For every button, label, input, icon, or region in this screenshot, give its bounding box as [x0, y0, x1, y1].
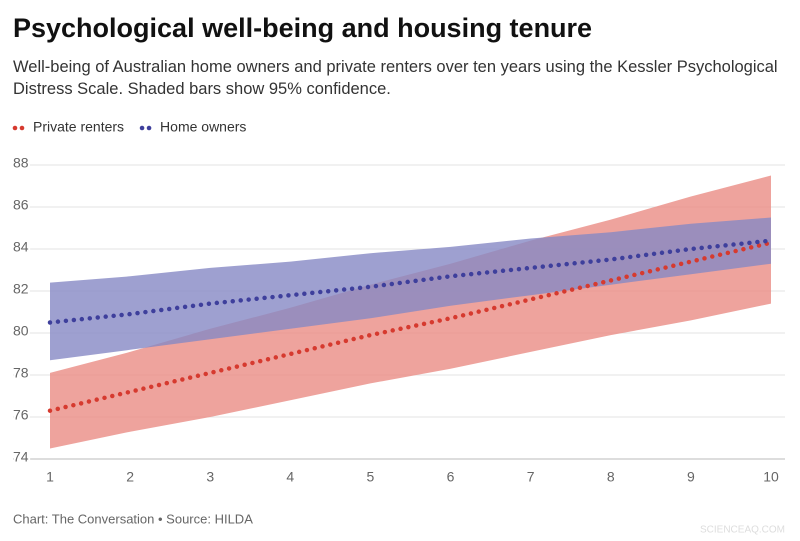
source: Chart: The Conversation • Source: HILDA: [13, 511, 253, 526]
legend-swatch: [19, 125, 25, 131]
y-tick-label: 84: [13, 239, 29, 255]
y-tick-label: 80: [13, 323, 29, 339]
subtitle-box: Well-being of Australian home owners and…: [13, 58, 778, 98]
x-tick-label: 3: [206, 469, 214, 485]
legend-swatch: [12, 125, 18, 131]
watermark: SCIENCEAQ.COM: [700, 525, 785, 536]
y-tick-label: 86: [13, 197, 29, 213]
y-tick-label: 88: [13, 155, 29, 171]
y-tick-label: 78: [13, 365, 29, 381]
x-tick-label: 4: [286, 469, 294, 485]
chart-title: Psychological well-being and housing ten…: [13, 13, 592, 43]
x-tick-label: 1: [46, 469, 54, 485]
x-tick-label: 10: [763, 469, 779, 485]
legend-label: Private renters: [33, 119, 124, 135]
y-tick-label: 76: [13, 407, 29, 423]
x-tick-label: 7: [527, 469, 535, 485]
x-tick-label: 8: [607, 469, 615, 485]
legend-swatch: [146, 125, 152, 131]
chart-subtitle: Well-being of Australian home owners and…: [13, 58, 778, 98]
series-line: [47, 240, 774, 413]
x-tick-label: 2: [126, 469, 134, 485]
x-tick-label: 9: [687, 469, 695, 485]
x-tick-label: 5: [367, 469, 375, 485]
legend-swatch: [139, 125, 145, 131]
series-line: [47, 238, 774, 325]
x-tick-label: 6: [447, 469, 455, 485]
legend-label: Home owners: [160, 119, 246, 135]
confidence-band: [50, 217, 771, 361]
y-tick-label: 82: [13, 281, 29, 297]
y-tick-label: 74: [13, 449, 29, 465]
